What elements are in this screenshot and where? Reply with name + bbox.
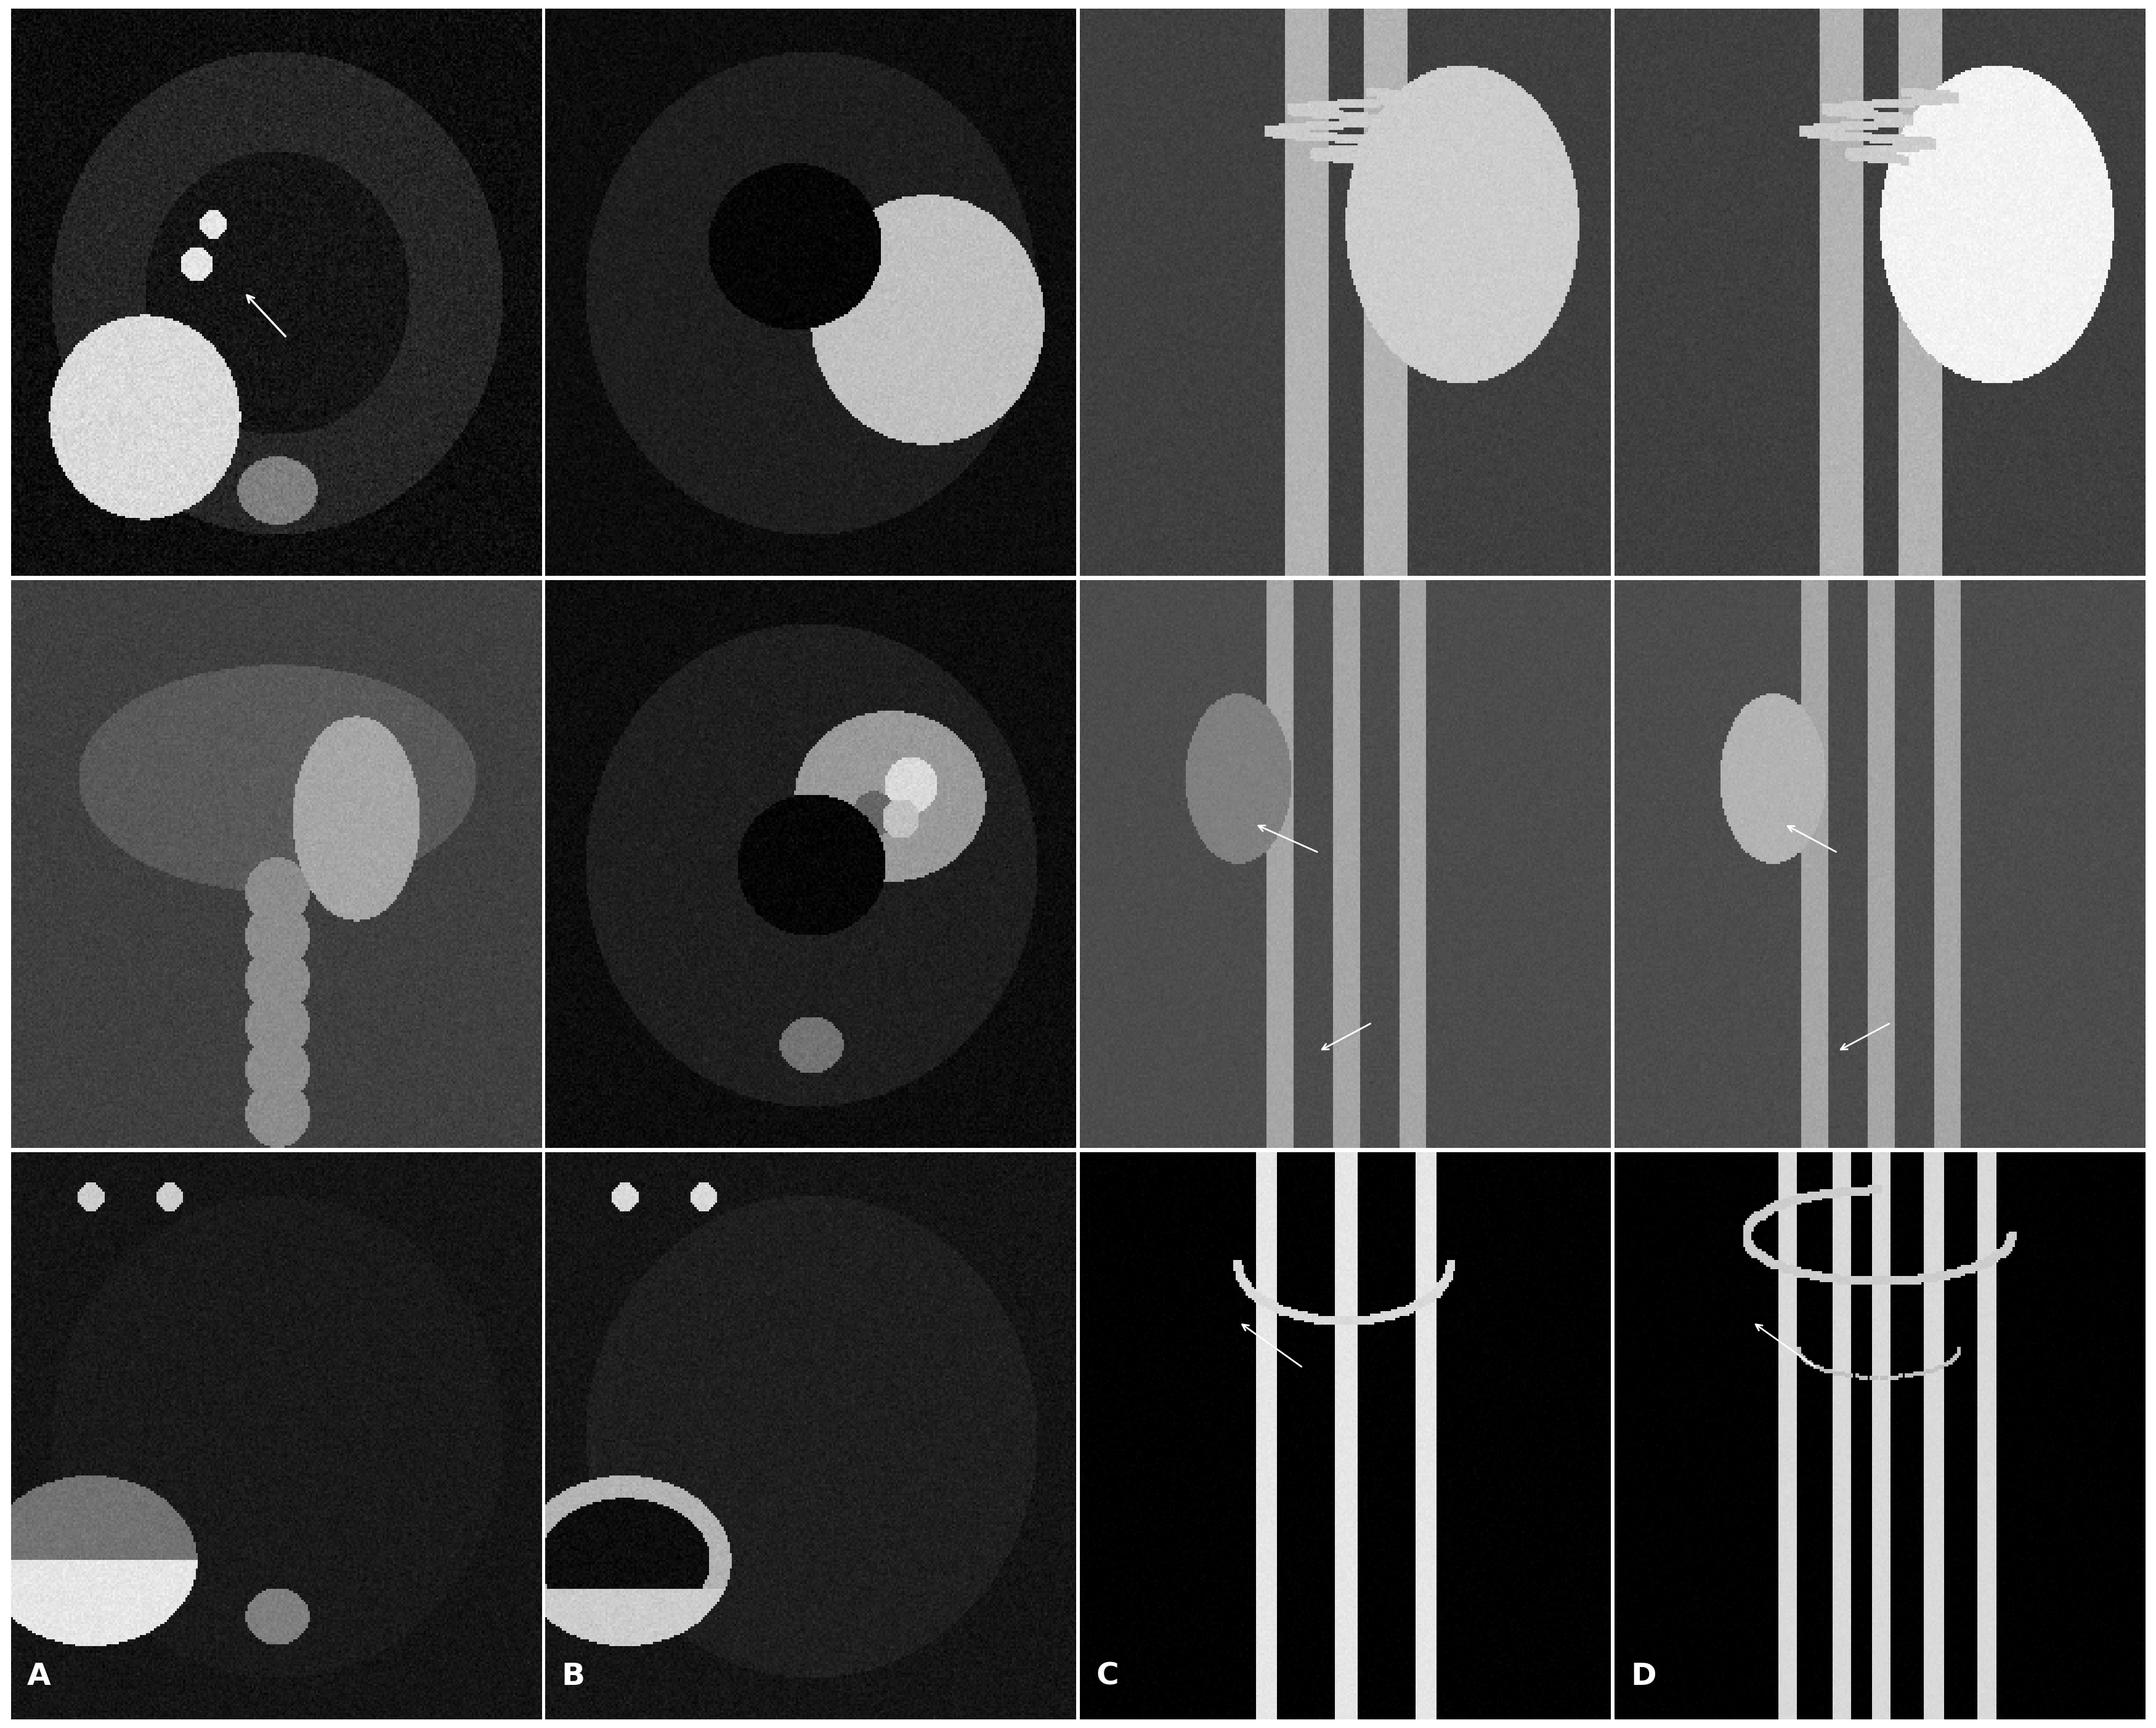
Text: C: C: [1095, 1661, 1119, 1692]
Text: A: A: [26, 1661, 50, 1692]
Text: B: B: [561, 1661, 584, 1692]
Text: D: D: [1630, 1661, 1656, 1692]
